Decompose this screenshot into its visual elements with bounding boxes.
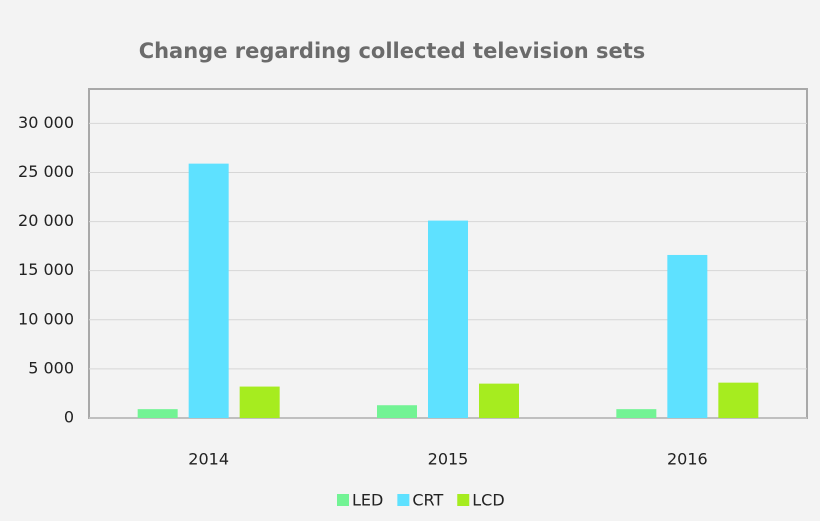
- y-tick-label: 20 000: [18, 211, 74, 230]
- bar: [616, 409, 657, 418]
- legend-label: LED: [352, 491, 383, 510]
- y-tick-label: 0: [64, 408, 74, 427]
- bar: [718, 382, 759, 418]
- bar: [239, 386, 280, 418]
- y-tick-label: 10 000: [18, 309, 74, 328]
- x-tick-label: 2014: [188, 450, 229, 469]
- legend-label: CRT: [412, 491, 443, 510]
- y-tick-label: 25 000: [18, 162, 74, 181]
- x-tick-label: 2016: [667, 450, 708, 469]
- bar: [188, 163, 229, 418]
- chart-title: Change regarding collected television se…: [139, 39, 646, 63]
- bar: [428, 220, 468, 418]
- legend-swatch: [397, 494, 410, 506]
- legend-label: LCD: [472, 491, 504, 510]
- bar: [137, 409, 178, 418]
- y-tick-label: 15 000: [18, 260, 74, 279]
- y-tick-label: 5 000: [28, 358, 74, 377]
- bar: [479, 383, 519, 418]
- legend-swatch: [337, 494, 349, 506]
- bar: [377, 405, 417, 418]
- y-tick-label: 30 000: [18, 113, 74, 132]
- bar: [667, 254, 708, 418]
- x-tick-label: 2015: [428, 450, 469, 469]
- legend-swatch: [457, 494, 470, 506]
